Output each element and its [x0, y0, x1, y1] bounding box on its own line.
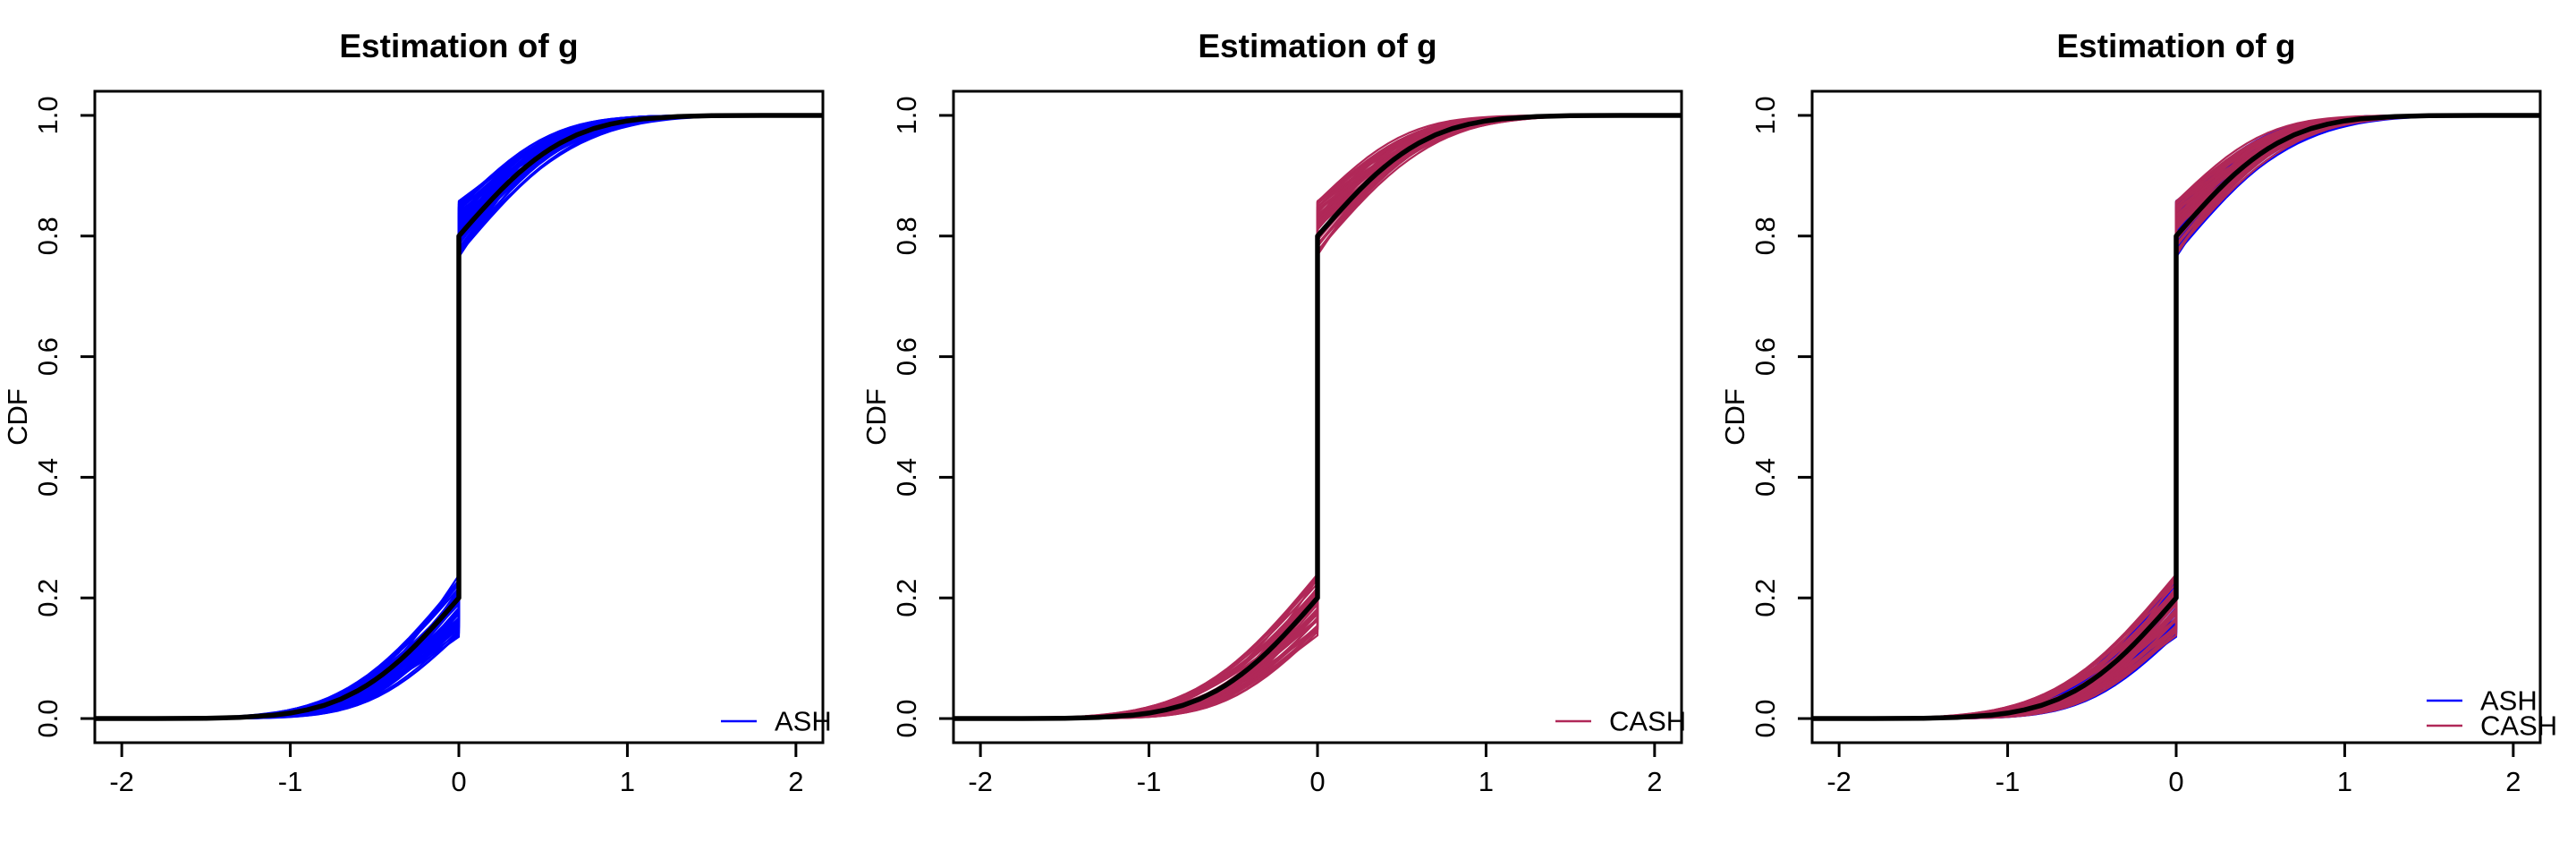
y-tick-label: 0.8 — [891, 217, 922, 255]
ash-cash-plot-svg: -2 -1 0 1 2 0.0 0.2 0.4 0.6 0.8 1.0 Estimation of … — [1719, 28, 2557, 797]
legend-label-cash: CASH — [2480, 710, 2557, 742]
y-tick-label: 0.2 — [1750, 579, 1781, 617]
y-tick-label: 0.6 — [32, 337, 64, 376]
y-tick-label: 0.2 — [891, 579, 922, 617]
y-tick-label: 0.4 — [891, 458, 922, 497]
x-tick-label: -1 — [1996, 766, 2021, 797]
curves-layer — [953, 113, 1682, 721]
x-tick-label: 2 — [1647, 766, 1662, 797]
cash-plot-svg: -2 -1 0 1 2 0.0 0.2 0.4 0.6 0.8 1.0 Estimation of … — [860, 28, 1686, 797]
legend: CASH — [1555, 706, 1686, 737]
y-tick-label: 0.6 — [891, 337, 922, 376]
plot-title: Estimation of g — [2056, 28, 2295, 64]
legend: ASH CASH — [2427, 685, 2557, 742]
y-axis-label: CDF — [860, 388, 892, 446]
plot-title: Estimation of g — [339, 28, 578, 64]
panel-ash-cash: -2 -1 0 1 2 0.0 0.2 0.4 0.6 0.8 1.0 Estimation of … — [1717, 0, 2576, 859]
y-tick-label: 0.8 — [32, 217, 64, 255]
ash-plot-svg: -2 -1 0 1 2 0.0 0.2 0.4 0.6 0.8 1.0 Estimation of … — [2, 28, 832, 797]
y-tick-label: 0.0 — [891, 699, 922, 737]
x-tick-label: 2 — [2505, 766, 2521, 797]
curves-layer — [95, 113, 823, 721]
legend: ASH — [721, 706, 832, 737]
axes-layer: -2 -1 0 1 2 0.0 0.2 0.4 0.6 0.8 1.0 — [1750, 96, 2521, 797]
x-tick-label: 1 — [2337, 766, 2352, 797]
y-tick-label: 0.4 — [1750, 458, 1781, 497]
x-tick-label: -1 — [1137, 766, 1162, 797]
x-tick-label: -2 — [968, 766, 993, 797]
true-g-curve — [1812, 113, 2540, 721]
x-tick-label: -1 — [278, 766, 303, 797]
y-tick-label: 0.4 — [32, 458, 64, 497]
legend-label-cash: CASH — [1609, 706, 1686, 737]
y-tick-label: 0.2 — [32, 579, 64, 617]
panel-ash: -2 -1 0 1 2 0.0 0.2 0.4 0.6 0.8 1.0 Estimation of … — [0, 0, 859, 859]
y-tick-label: 0.6 — [1750, 337, 1781, 376]
x-tick-label: 0 — [1309, 766, 1325, 797]
y-tick-label: 1.0 — [32, 96, 64, 134]
x-tick-label: 0 — [2168, 766, 2183, 797]
panel-cash: -2 -1 0 1 2 0.0 0.2 0.4 0.6 0.8 1.0 Estimation of … — [859, 0, 1717, 859]
plot-border — [1810, 89, 2542, 744]
axes-layer: -2 -1 0 1 2 0.0 0.2 0.4 0.6 0.8 1.0 — [32, 96, 803, 797]
y-tick-label: 0.0 — [32, 699, 64, 737]
curves-layer — [1812, 113, 2540, 721]
x-tick-label: -2 — [109, 766, 134, 797]
plot-border — [93, 89, 825, 744]
y-axis-label: CDF — [2, 388, 33, 446]
plot-title: Estimation of g — [1198, 28, 1436, 64]
x-tick-label: 0 — [451, 766, 466, 797]
axes-layer: -2 -1 0 1 2 0.0 0.2 0.4 0.6 0.8 1.0 — [891, 96, 1662, 797]
true-g-curve — [95, 113, 823, 721]
y-tick-label: 0.8 — [1750, 217, 1781, 255]
y-tick-label: 1.0 — [891, 96, 922, 134]
y-tick-label: 0.0 — [1750, 699, 1781, 737]
x-tick-label: 2 — [788, 766, 803, 797]
y-axis-label: CDF — [1719, 388, 1750, 446]
y-tick-label: 1.0 — [1750, 96, 1781, 134]
legend-label-ash: ASH — [2480, 685, 2538, 717]
legend-label-ash: ASH — [775, 706, 832, 737]
x-tick-label: 1 — [620, 766, 635, 797]
plot-border — [952, 89, 1683, 744]
x-tick-label: -2 — [1826, 766, 1852, 797]
true-g-curve — [953, 113, 1682, 721]
x-tick-label: 1 — [1479, 766, 1494, 797]
